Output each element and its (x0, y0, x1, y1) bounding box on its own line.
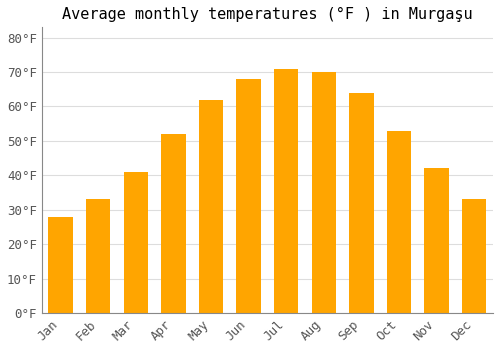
Bar (124, 172, 148, 313)
Bar (349, 93, 374, 313)
Bar (312, 72, 336, 313)
Title: Average monthly temperatures (°F ) in Murgaşu: Average monthly temperatures (°F ) in Mu… (62, 7, 472, 22)
Bar (236, 79, 261, 313)
Bar (48, 217, 73, 313)
Bar (424, 168, 449, 313)
Bar (86, 199, 110, 313)
Bar (161, 134, 186, 313)
Bar (462, 199, 486, 313)
Bar (387, 131, 411, 313)
Bar (199, 100, 223, 313)
Bar (274, 69, 298, 313)
